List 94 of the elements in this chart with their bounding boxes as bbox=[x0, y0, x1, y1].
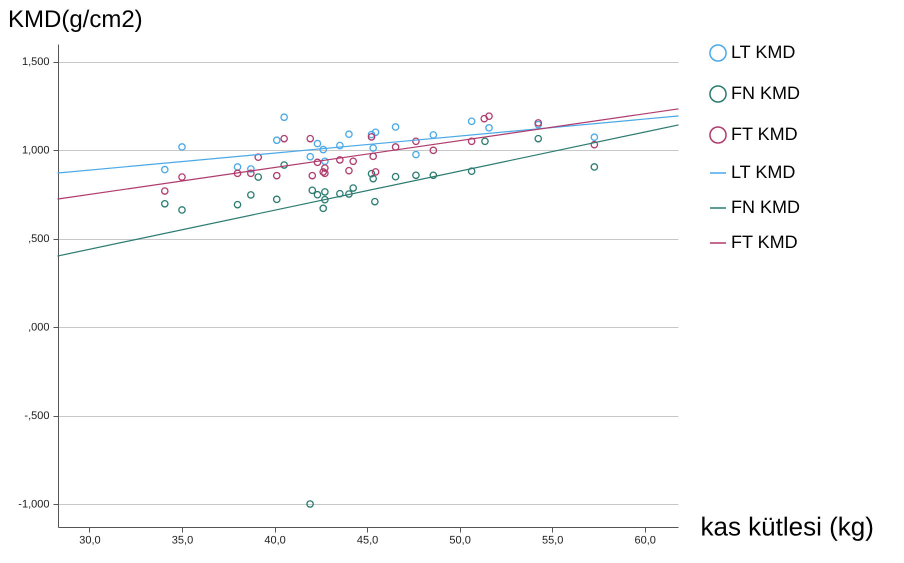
legend-label: LT KMD bbox=[731, 162, 796, 182]
x-tick-label: 60,0 bbox=[634, 534, 656, 546]
point bbox=[254, 153, 262, 162]
point bbox=[178, 143, 186, 151]
point bbox=[314, 140, 322, 148]
point bbox=[412, 171, 420, 180]
point bbox=[160, 166, 169, 174]
point bbox=[280, 134, 288, 142]
legend-label: FT KMD bbox=[731, 232, 798, 252]
point bbox=[372, 128, 380, 136]
y-tick-label: ,500 bbox=[28, 233, 50, 246]
point bbox=[319, 168, 328, 176]
point bbox=[412, 150, 420, 158]
point bbox=[308, 172, 316, 180]
y-tick-label: -1,000 bbox=[18, 498, 50, 510]
point bbox=[534, 134, 542, 142]
y-tick-label: ,000 bbox=[28, 322, 50, 334]
point bbox=[485, 112, 493, 120]
point bbox=[480, 114, 488, 122]
point bbox=[392, 172, 400, 180]
x-tick-label: 40,0 bbox=[264, 534, 286, 546]
point bbox=[590, 163, 598, 171]
point bbox=[349, 157, 358, 166]
point bbox=[234, 163, 242, 171]
point bbox=[321, 196, 329, 204]
x-axis-title: kas kütlesi (kg) bbox=[700, 512, 874, 542]
point bbox=[321, 170, 329, 178]
point bbox=[336, 190, 344, 198]
point bbox=[306, 152, 314, 161]
point bbox=[430, 131, 438, 139]
point bbox=[280, 161, 288, 169]
point bbox=[345, 166, 353, 174]
point bbox=[369, 144, 377, 152]
point bbox=[368, 170, 376, 178]
point bbox=[314, 190, 322, 199]
point bbox=[485, 124, 493, 132]
point bbox=[321, 157, 329, 166]
point bbox=[345, 130, 353, 138]
y-tick-label: -,500 bbox=[24, 410, 50, 422]
legend-label: FT KMD bbox=[731, 124, 798, 144]
point bbox=[369, 174, 377, 182]
point bbox=[368, 130, 376, 138]
point bbox=[468, 118, 476, 126]
point bbox=[392, 123, 400, 131]
point bbox=[321, 164, 329, 172]
point bbox=[306, 500, 314, 508]
point bbox=[247, 170, 255, 178]
x-tick-label: 50,0 bbox=[449, 534, 471, 546]
point bbox=[160, 200, 169, 208]
point bbox=[345, 190, 353, 198]
point bbox=[247, 191, 255, 199]
point bbox=[319, 204, 328, 212]
point bbox=[430, 171, 438, 180]
x-tick-label: 55,0 bbox=[542, 534, 564, 546]
point bbox=[392, 143, 400, 151]
point bbox=[272, 172, 281, 180]
point bbox=[247, 165, 255, 173]
point bbox=[481, 138, 489, 146]
point bbox=[368, 133, 376, 141]
point bbox=[272, 196, 281, 204]
x-tick-label: 45,0 bbox=[356, 534, 378, 546]
point bbox=[308, 186, 316, 194]
point bbox=[412, 138, 420, 146]
point bbox=[272, 136, 281, 144]
point bbox=[178, 206, 186, 214]
point bbox=[468, 167, 476, 176]
point bbox=[372, 168, 380, 176]
point bbox=[371, 198, 379, 206]
point bbox=[178, 173, 186, 181]
point bbox=[336, 156, 344, 164]
point bbox=[314, 158, 322, 166]
legend-label: FN KMD bbox=[731, 197, 800, 217]
x-tick-label: 35,0 bbox=[172, 534, 194, 546]
y-tick-label: 1,500 bbox=[22, 56, 50, 68]
point bbox=[468, 138, 476, 146]
y-tick-label: 1,000 bbox=[22, 144, 50, 157]
point bbox=[349, 184, 358, 192]
point bbox=[321, 188, 329, 196]
chart-title: KMD(g/cm2) bbox=[8, 6, 143, 33]
point bbox=[369, 152, 377, 160]
point bbox=[234, 170, 242, 178]
point bbox=[254, 173, 262, 181]
point bbox=[234, 200, 242, 208]
legend-label: FN KMD bbox=[731, 83, 800, 103]
point bbox=[430, 146, 438, 154]
x-tick-label: 30,0 bbox=[79, 534, 101, 546]
point bbox=[306, 134, 314, 142]
point bbox=[319, 146, 328, 154]
point bbox=[160, 187, 169, 195]
point bbox=[280, 113, 288, 122]
point bbox=[336, 142, 344, 150]
point bbox=[590, 133, 598, 142]
legend-label: LT KMD bbox=[731, 42, 796, 62]
point bbox=[590, 140, 598, 148]
